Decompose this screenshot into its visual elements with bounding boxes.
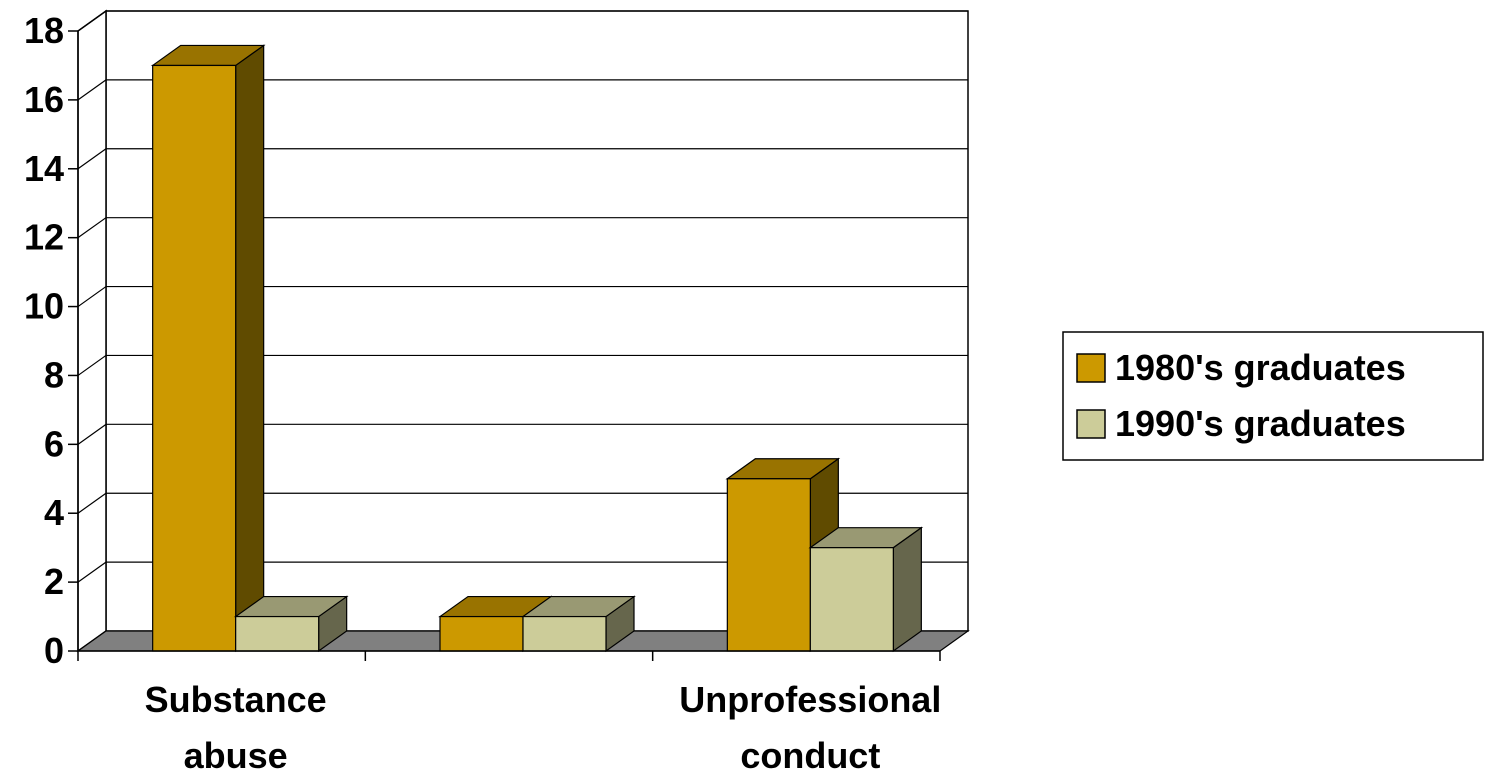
y-tick-label: 6 <box>44 423 64 464</box>
gridline <box>77 492 968 514</box>
legend: 1980's graduates 1990's graduates <box>1062 331 1484 461</box>
x-tick-label: Substance <box>145 679 327 720</box>
legend-swatch <box>1076 409 1106 439</box>
bar <box>521 595 636 653</box>
bar-front <box>809 547 894 652</box>
gridline <box>77 423 968 445</box>
axes <box>77 31 941 661</box>
y-tick-label: 0 <box>44 630 64 671</box>
bar <box>150 44 266 653</box>
legend-label: 1990's graduates <box>1115 403 1406 444</box>
y-tick-label: 2 <box>44 561 64 602</box>
y-tick-label: 12 <box>24 217 64 258</box>
bar-front <box>726 478 811 652</box>
bar-front <box>439 615 524 652</box>
y-tick-label: 14 <box>24 148 64 189</box>
bar-side <box>892 526 922 653</box>
legend-label: 1980's graduates <box>1115 347 1406 388</box>
gridline <box>77 561 968 583</box>
x-axis-labels: Substance abuse Unprofessional conduct <box>145 679 942 776</box>
bar-front <box>235 615 320 652</box>
legend-box <box>1062 331 1484 461</box>
bars <box>150 44 924 653</box>
y-axis-ticks: 0 2 4 6 8 10 12 14 16 18 <box>24 10 78 671</box>
y-tick-label: 4 <box>44 492 64 533</box>
gridlines <box>77 10 968 583</box>
bar-front <box>522 615 607 652</box>
x-tick-label: abuse <box>184 735 288 776</box>
gridline <box>77 148 968 170</box>
bar-side <box>235 44 265 653</box>
bar <box>808 526 924 653</box>
x-tick-label: Unprofessional <box>679 679 941 720</box>
gridline <box>77 354 968 376</box>
gridline <box>77 285 968 308</box>
legend-swatch <box>1076 353 1106 383</box>
gridline <box>77 217 968 239</box>
y-tick-label: 8 <box>44 354 64 395</box>
side-wall <box>77 9 107 653</box>
gridline <box>77 10 968 32</box>
y-tick-label: 10 <box>24 286 64 327</box>
x-tick-label: conduct <box>740 735 880 776</box>
bar <box>233 595 349 653</box>
y-tick-label: 16 <box>24 79 64 120</box>
y-tick-label: 18 <box>24 10 64 51</box>
gridline <box>77 79 968 101</box>
bar-front <box>152 64 237 652</box>
